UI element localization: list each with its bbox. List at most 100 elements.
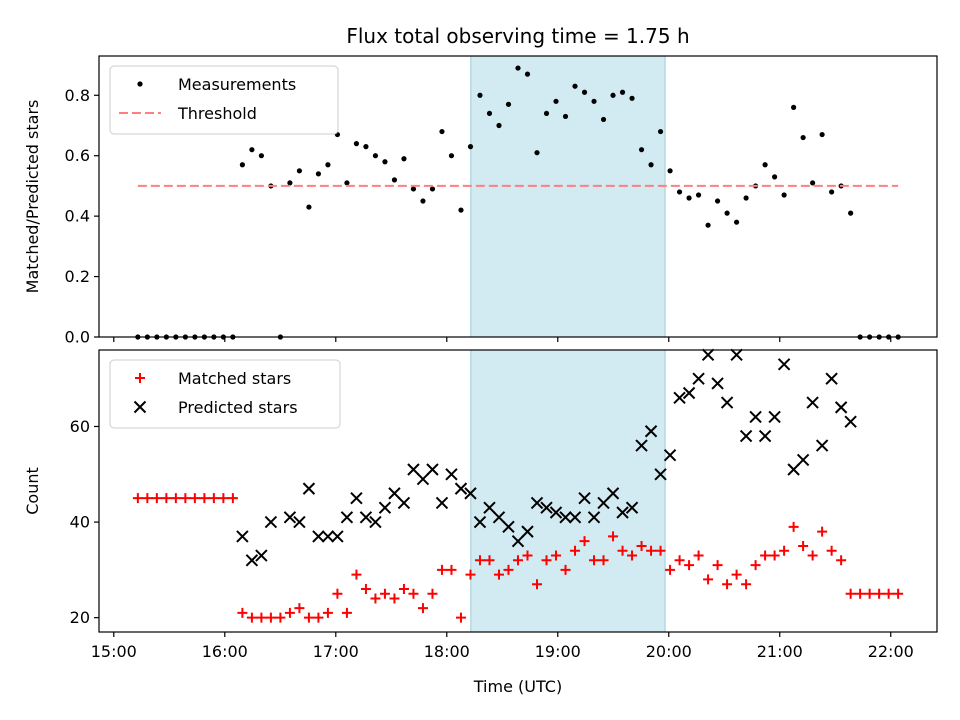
data-point [296, 168, 303, 174]
x-tick-label: 16:00 [202, 642, 248, 661]
data-point [372, 153, 379, 159]
data-point [483, 501, 496, 514]
data-point [836, 555, 847, 566]
data-point [467, 144, 474, 150]
data-point [712, 560, 723, 571]
y-tick-label: 0.6 [65, 146, 90, 165]
data-point [834, 401, 848, 414]
y-axis-title: Matched/Predicted stars [23, 100, 42, 294]
data-point [306, 204, 312, 210]
data-point [600, 116, 607, 123]
data-point [236, 530, 249, 543]
data-point [817, 526, 828, 537]
data-point [398, 583, 409, 594]
data-point [606, 487, 620, 500]
data-point [646, 545, 657, 556]
data-point [503, 564, 514, 575]
data-point [325, 162, 331, 168]
data-point [807, 550, 818, 561]
legend-marker [135, 373, 145, 383]
data-point [245, 554, 259, 567]
data-point [627, 550, 638, 561]
data-point [587, 511, 601, 524]
y-axis-title: Count [23, 467, 42, 515]
x-tick-label: 18:00 [424, 642, 470, 661]
legend-marker [137, 81, 143, 87]
chart-title: Flux total observing time = 1.75 h [346, 24, 689, 48]
data-point [825, 372, 838, 385]
data-point [410, 186, 417, 192]
data-point [416, 472, 430, 486]
data-point [477, 92, 483, 98]
data-point [170, 493, 181, 504]
data-point [388, 487, 401, 500]
data-point [370, 593, 381, 604]
data-point [382, 159, 388, 165]
data-point [636, 540, 647, 551]
data-point [777, 358, 791, 371]
data-point [283, 511, 297, 524]
data-point [258, 153, 264, 159]
data-point [692, 372, 705, 385]
data-point [239, 162, 245, 168]
data-point [455, 612, 466, 623]
data-point [598, 555, 609, 566]
data-point [711, 377, 724, 390]
data-point [458, 207, 464, 213]
data-point [255, 549, 268, 562]
y-tick-label: 20 [70, 608, 90, 627]
data-point [625, 501, 639, 514]
data-point [648, 162, 654, 168]
data-point [798, 540, 809, 551]
data-point [522, 550, 533, 561]
data-point [788, 521, 799, 532]
data-point [353, 141, 360, 147]
data-point [502, 520, 515, 534]
data-point [768, 410, 781, 424]
data-point [530, 496, 544, 510]
data-point [819, 131, 825, 138]
data-point [340, 511, 354, 524]
plot-frame [98, 55, 938, 338]
data-point [322, 607, 333, 618]
data-point [864, 588, 875, 599]
shaded-interval [470, 55, 666, 338]
data-point [570, 545, 581, 556]
data-point [505, 101, 512, 107]
series-measurements [135, 65, 901, 340]
data-point [445, 468, 458, 481]
data-point [796, 453, 810, 467]
x-tick-label: 21:00 [757, 642, 803, 661]
data-point [562, 113, 569, 120]
legend-label: Matched stars [178, 369, 291, 388]
data-point [321, 530, 335, 543]
data-point [855, 588, 866, 599]
y-tick-label: 0.8 [65, 86, 90, 105]
data-point [720, 396, 734, 409]
data-point [331, 530, 344, 543]
data-point [541, 555, 552, 566]
data-point [513, 555, 523, 566]
data-point [810, 180, 816, 186]
data-point [610, 92, 616, 98]
data-point [553, 98, 559, 104]
data-point [591, 98, 597, 104]
data-point [397, 496, 411, 510]
data-point [806, 396, 819, 409]
data-point [791, 104, 797, 110]
data-point [893, 588, 904, 599]
data-point [703, 574, 714, 585]
data-point [464, 487, 477, 500]
y-tick-label: 40 [70, 513, 90, 532]
data-point [360, 583, 371, 594]
data-point [379, 588, 390, 599]
data-point [705, 222, 711, 228]
data-point [492, 511, 506, 524]
data-point [435, 496, 449, 510]
data-point [436, 564, 447, 575]
data-point [265, 612, 276, 623]
data-point [684, 560, 695, 571]
data-point [815, 439, 829, 452]
data-point [654, 468, 667, 481]
data-point [674, 555, 685, 566]
